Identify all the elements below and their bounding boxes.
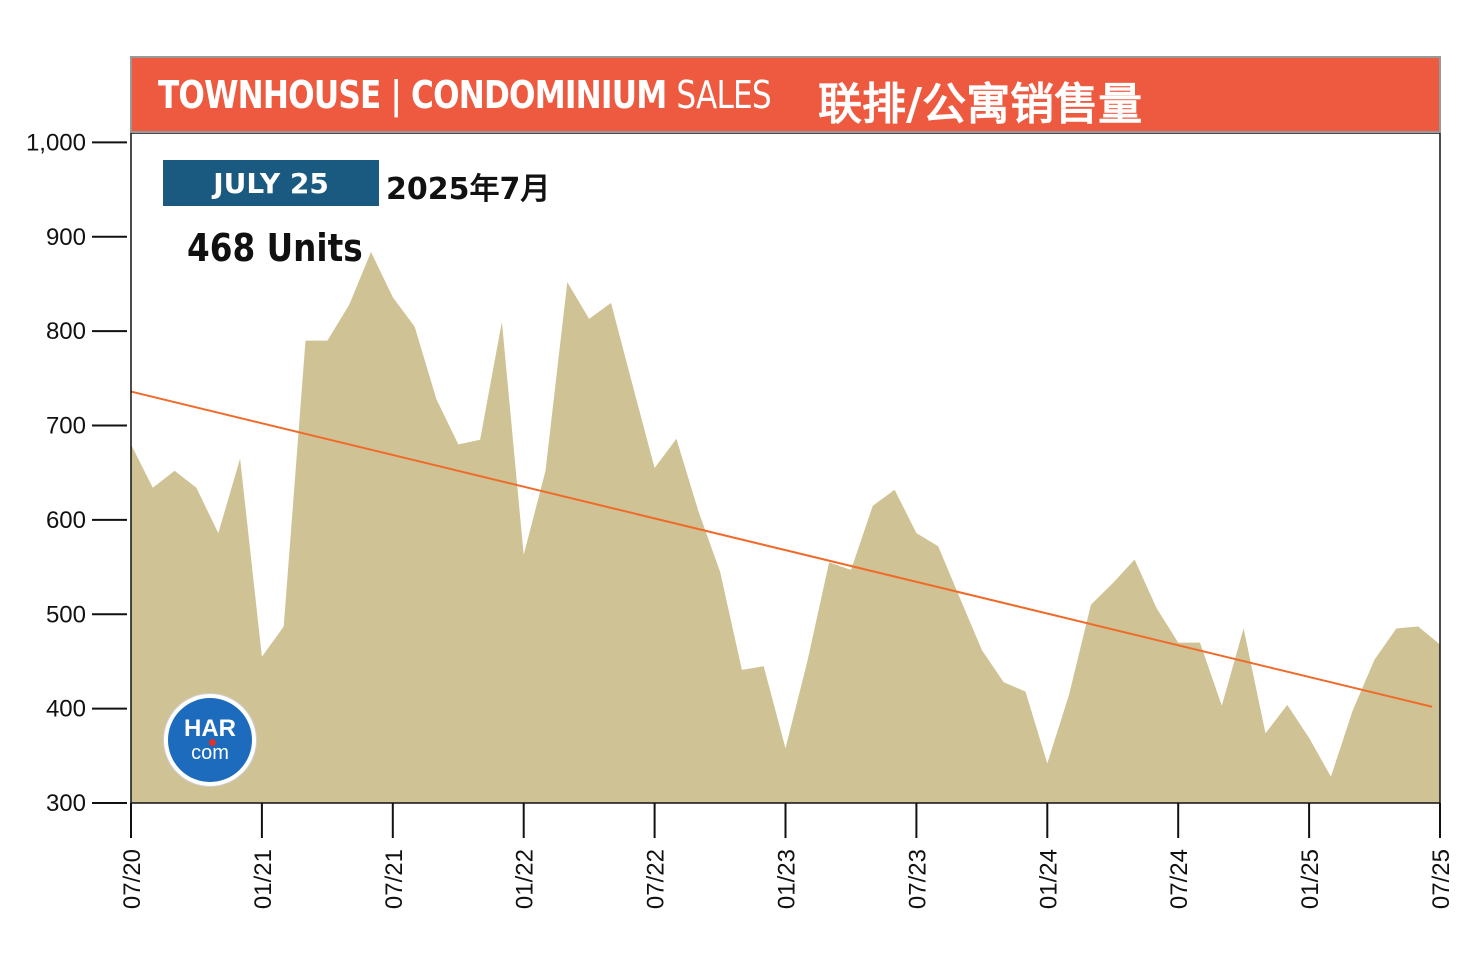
y-tick-label: 1,000 [26, 129, 86, 156]
logo-com-text: com [191, 742, 229, 764]
x-tick-label: 07/20 [119, 849, 146, 909]
x-tick-label: 01/23 [774, 849, 801, 909]
har-logo: HAR com [164, 694, 256, 786]
y-tick-label: 600 [46, 507, 86, 534]
y-tick-label: 300 [46, 790, 86, 817]
header-band: TOWNHOUSE | CONDOMINIUM SALES 联排/公寓销售量 [130, 56, 1441, 133]
x-tick-label: 07/23 [904, 849, 931, 909]
logo-dot-icon [209, 739, 216, 746]
y-tick-label: 900 [46, 224, 86, 251]
x-tick-label: 07/21 [381, 849, 408, 909]
logo-har-text: HAR [184, 715, 236, 742]
y-tick-label: 800 [46, 318, 86, 345]
x-tick-label: 07/25 [1428, 849, 1455, 909]
sales-area [131, 251, 1440, 803]
x-tick-label: 01/25 [1297, 849, 1324, 909]
x-tick-label: 07/22 [643, 849, 670, 909]
date-label-cn: 2025年7月 [386, 172, 551, 207]
trend-line [130, 390, 1433, 708]
header-title-bold: TOWNHOUSE | CONDOMINIUM [158, 72, 667, 117]
date-badge: JULY 25 [163, 160, 379, 206]
x-tick-label: 01/24 [1035, 849, 1062, 909]
units-total: 468 Units [187, 226, 363, 270]
x-tick-label: 01/21 [250, 849, 277, 909]
header-title: TOWNHOUSE | CONDOMINIUM SALES [158, 72, 772, 117]
x-tick-label: 01/22 [512, 849, 539, 909]
y-tick-label: 500 [46, 601, 86, 628]
x-tick-label: 07/24 [1166, 849, 1193, 909]
header-title-cn: 联排/公寓销售量 [818, 79, 1143, 130]
header-title-light: SALES [676, 72, 771, 117]
y-tick-label: 400 [46, 696, 86, 723]
y-tick-label: 700 [46, 413, 86, 440]
